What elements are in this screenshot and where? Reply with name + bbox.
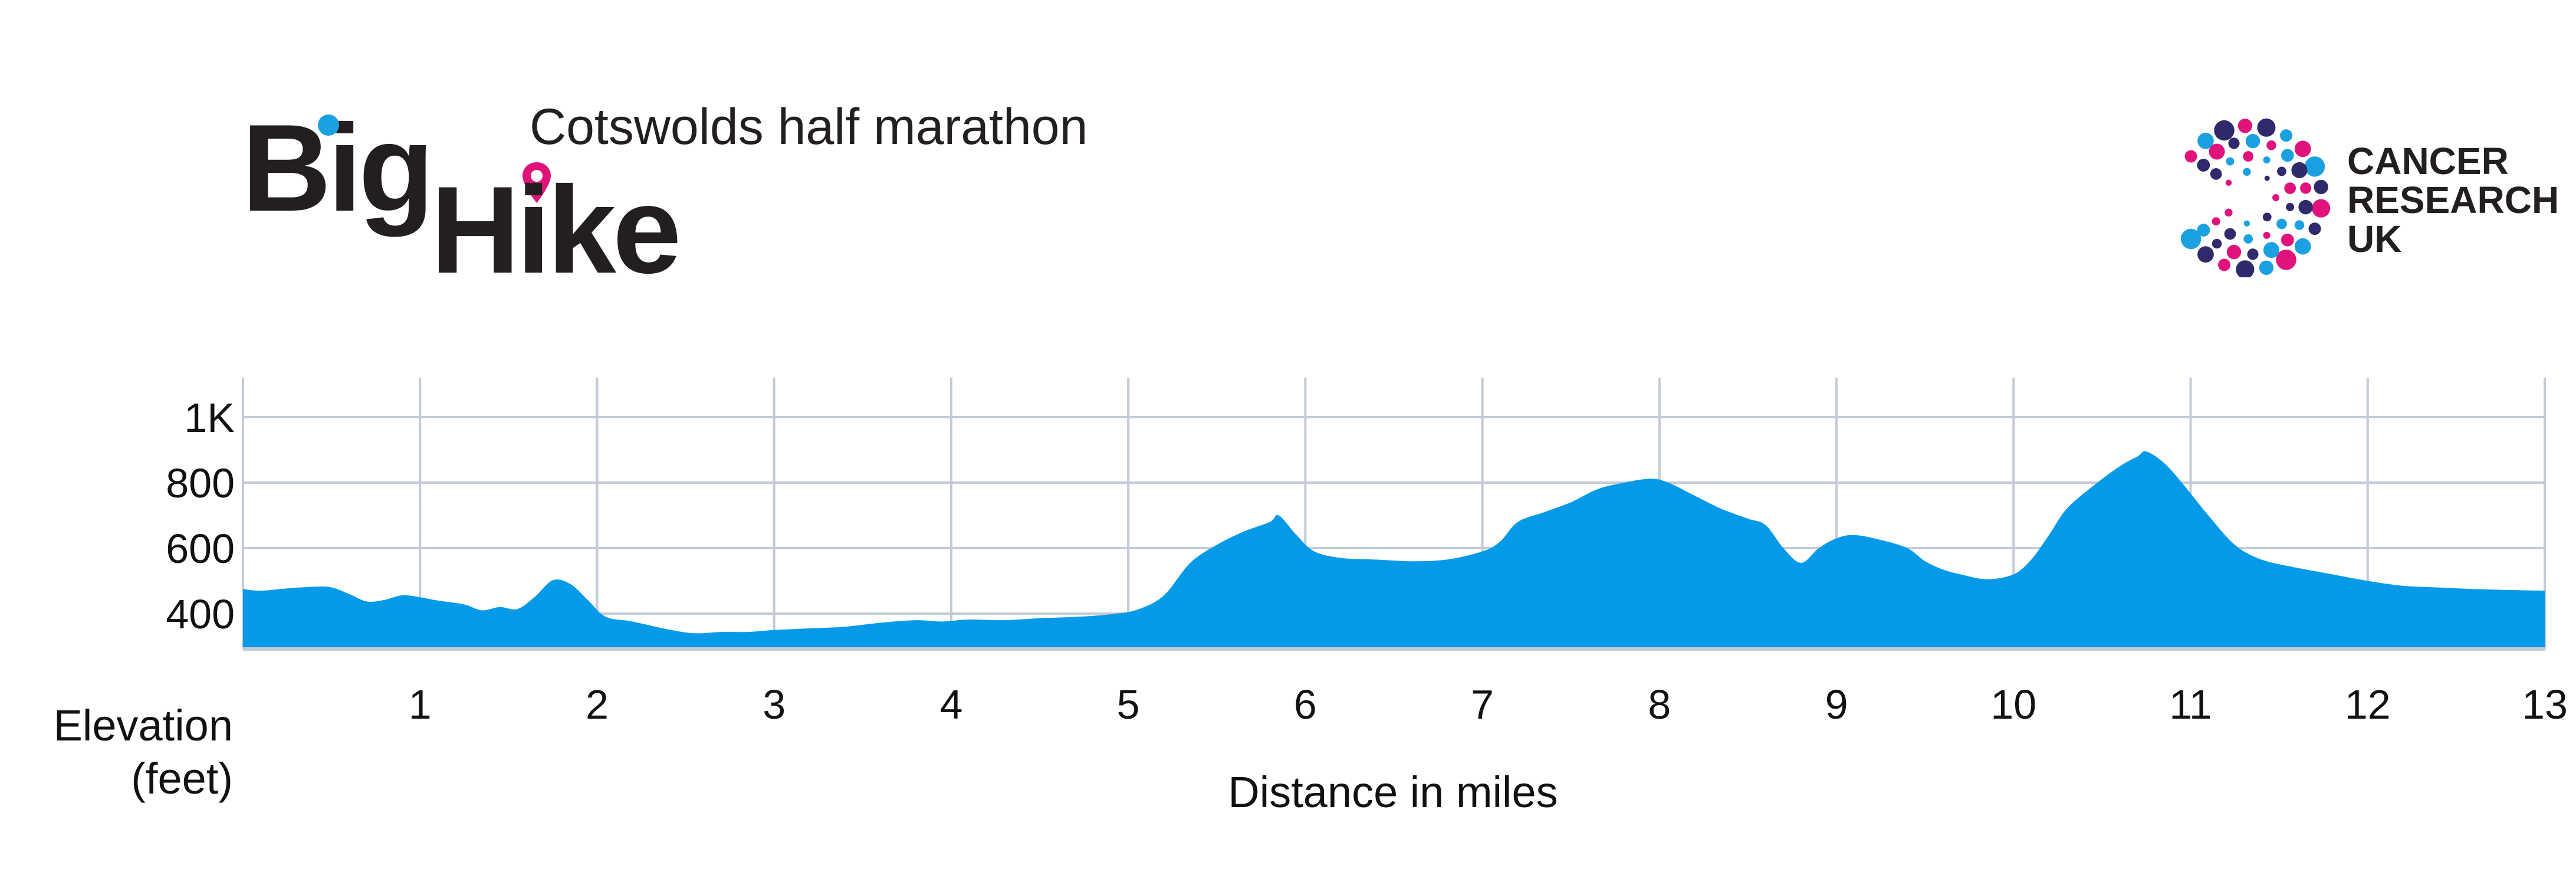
logo-dot bbox=[2243, 151, 2254, 162]
y-tick-label: 1K bbox=[184, 395, 235, 441]
logo-dot bbox=[2247, 248, 2259, 260]
logo-dot bbox=[2284, 182, 2296, 194]
logo-dot bbox=[2298, 199, 2313, 215]
x-tick-label: 6 bbox=[1294, 681, 1317, 727]
x-tick-label: 12 bbox=[2345, 681, 2391, 727]
x-tick-label: 3 bbox=[763, 681, 786, 727]
x-tick-label: 4 bbox=[939, 681, 962, 727]
logo-dot bbox=[2294, 220, 2305, 230]
logo-dot bbox=[2257, 118, 2276, 137]
logo-dot bbox=[2276, 250, 2296, 270]
y-axis-title-line-2: (feet) bbox=[131, 754, 233, 803]
logo-dot bbox=[2259, 260, 2274, 275]
y-axis-ticks: 400 600 800 1K bbox=[166, 395, 235, 637]
logo-dot bbox=[2243, 234, 2253, 244]
logo-dot bbox=[2236, 260, 2255, 277]
logo-dot bbox=[2312, 199, 2331, 218]
logo-dot bbox=[2226, 157, 2235, 166]
elevation-area bbox=[243, 451, 2545, 649]
logo-dot bbox=[2263, 242, 2280, 258]
logo-dot bbox=[2291, 162, 2308, 178]
logo-dot bbox=[2277, 166, 2286, 176]
logo-dot bbox=[2243, 220, 2250, 227]
logo-dot bbox=[2308, 222, 2321, 235]
logo-dot bbox=[2210, 168, 2222, 180]
logo-dot bbox=[2314, 179, 2328, 195]
logo-dot bbox=[2243, 168, 2251, 176]
page-subtitle: Cotswolds half marathon bbox=[530, 99, 1088, 155]
x-tick-label: 2 bbox=[586, 681, 609, 727]
y-tick-label: 400 bbox=[166, 591, 235, 637]
logo-dot bbox=[2218, 258, 2231, 271]
logo-dot bbox=[2214, 120, 2235, 141]
x-tick-label: 13 bbox=[2522, 681, 2568, 727]
logo-dot bbox=[2184, 150, 2197, 163]
logo-dot bbox=[2212, 238, 2222, 249]
logo-dot bbox=[2225, 208, 2233, 217]
logo-dot bbox=[2197, 246, 2214, 263]
y-tick-label: 600 bbox=[166, 526, 235, 572]
logo-dot bbox=[2280, 129, 2293, 142]
logo-dot bbox=[2180, 228, 2202, 250]
logo-dot bbox=[2197, 159, 2210, 172]
cruk-line-1: CANCER bbox=[2347, 140, 2509, 182]
x-axis-title: Distance in miles bbox=[1228, 768, 1558, 817]
logo-dot bbox=[2245, 133, 2260, 149]
big-hike-logo: Big Hike bbox=[242, 89, 773, 299]
logo-dot bbox=[2262, 212, 2272, 222]
map-pin-icon bbox=[523, 162, 551, 203]
logo-dot bbox=[2237, 119, 2253, 133]
logo-dot bbox=[2294, 238, 2311, 255]
x-tick-label: 9 bbox=[1825, 681, 1848, 727]
logo-hike-word: Hike bbox=[431, 160, 682, 299]
logo-dot bbox=[2263, 231, 2271, 239]
logo-dot bbox=[2281, 149, 2294, 162]
logo-dot bbox=[2197, 132, 2214, 149]
logo-dot bbox=[2225, 179, 2232, 186]
x-tick-label: 11 bbox=[2169, 681, 2212, 727]
logo-dot bbox=[2264, 175, 2270, 181]
logo-dot bbox=[2228, 137, 2240, 149]
y-tick-label: 800 bbox=[166, 460, 235, 506]
cancer-research-uk-wordmark: CANCER RESEARCH UK bbox=[2347, 142, 2559, 258]
logo-dot bbox=[2286, 203, 2295, 211]
logo-dot bbox=[2266, 140, 2276, 150]
cancer-research-uk-logo-icon bbox=[2180, 118, 2331, 277]
logo-dot bbox=[2281, 233, 2294, 247]
logo-dot bbox=[2272, 194, 2279, 201]
logo-dot bbox=[2294, 140, 2311, 158]
logo-blue-dot bbox=[318, 114, 339, 136]
logo-dot bbox=[2263, 156, 2271, 164]
x-tick-label: 5 bbox=[1117, 681, 1140, 727]
logo-dot bbox=[2209, 143, 2225, 160]
logo-dot bbox=[2212, 217, 2220, 226]
x-tick-label: 10 bbox=[1990, 681, 2036, 727]
logo-dot bbox=[2304, 156, 2325, 177]
logo-dot bbox=[2226, 244, 2242, 260]
logo-dot bbox=[2276, 218, 2287, 230]
x-tick-label: 7 bbox=[1471, 681, 1494, 727]
x-axis-ticks: 1 2 3 4 5 6 7 8 9 10 11 12 13 bbox=[409, 681, 2568, 727]
cruk-line-2: RESEARCH bbox=[2347, 179, 2559, 221]
logo-dot bbox=[2224, 228, 2236, 240]
y-axis-title-line-1: Elevation bbox=[54, 701, 233, 750]
x-tick-label: 8 bbox=[1648, 681, 1671, 727]
logo-dot bbox=[2300, 182, 2312, 194]
logo-dot bbox=[2197, 224, 2210, 237]
cruk-line-3: UK bbox=[2347, 218, 2402, 260]
x-tick-label: 1 bbox=[409, 681, 432, 727]
